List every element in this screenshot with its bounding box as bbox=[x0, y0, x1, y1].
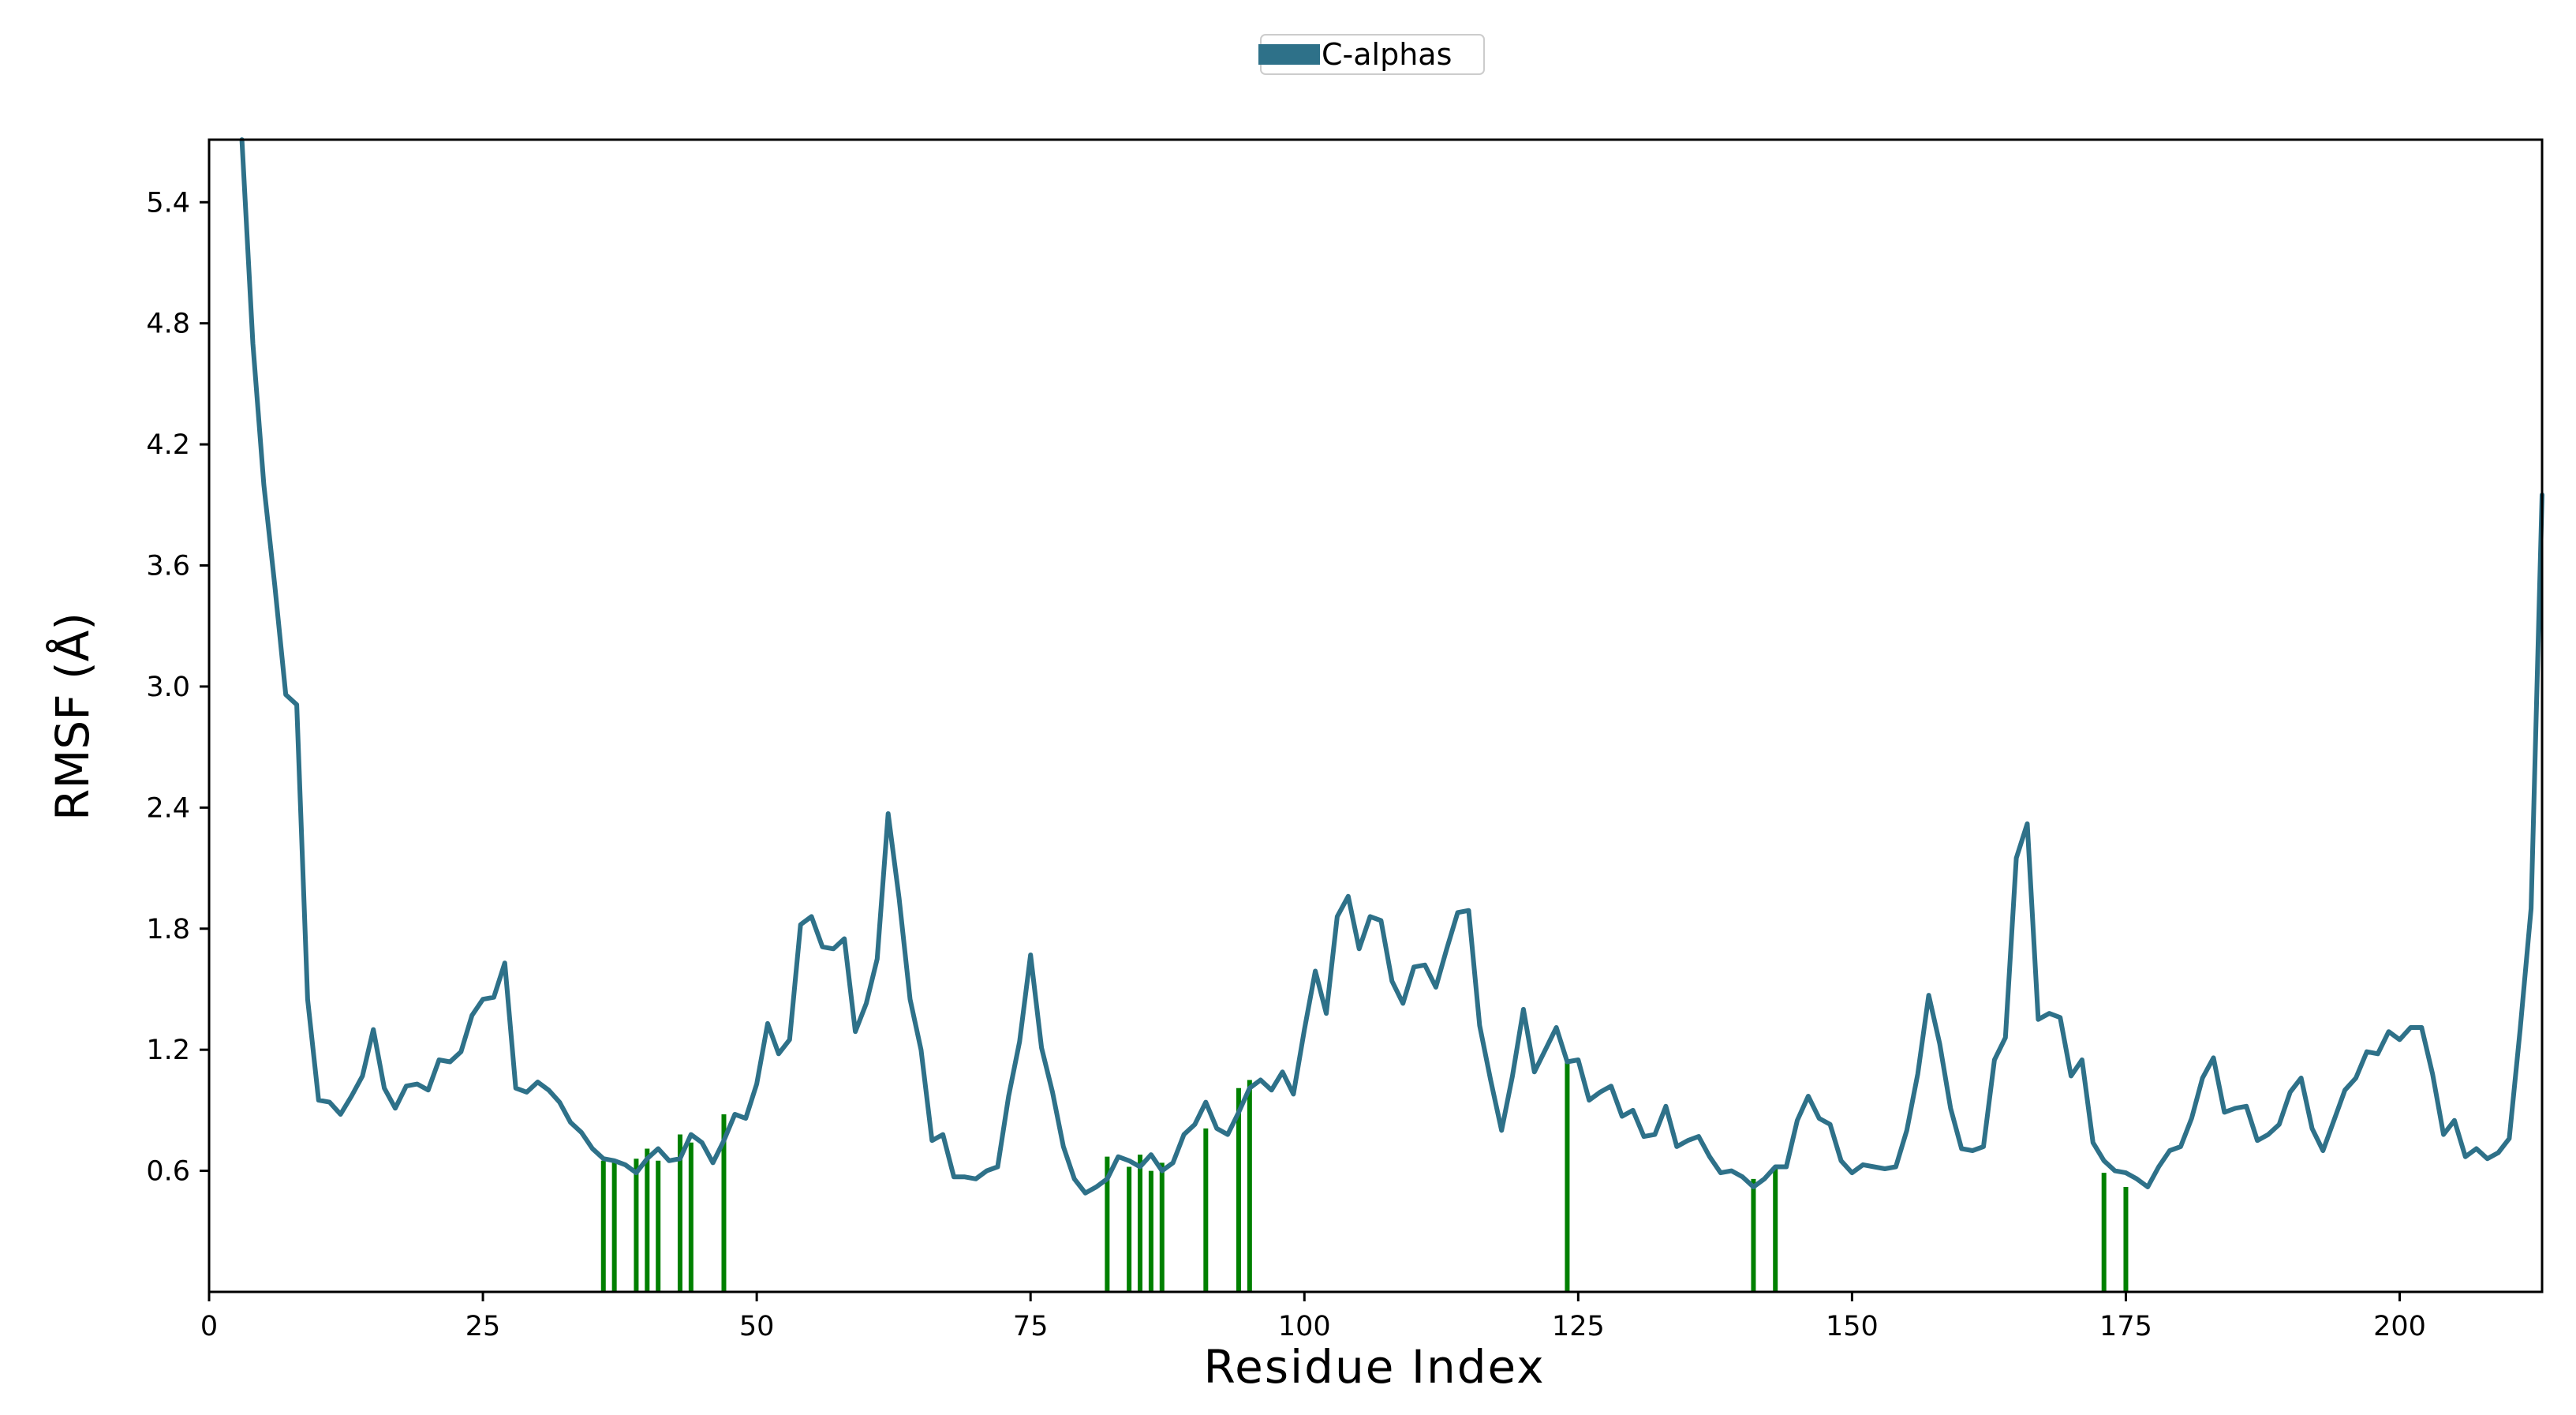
x-tick-label: 150 bbox=[1826, 1311, 1879, 1342]
y-tick-label: 0.6 bbox=[146, 1156, 190, 1188]
y-tick-label: 1.2 bbox=[146, 1035, 190, 1066]
legend-swatch bbox=[1258, 44, 1320, 65]
x-axis: 0 25 50 75 100 125 150 175 200 bbox=[200, 1292, 2426, 1342]
y-tick-label: 4.8 bbox=[146, 309, 190, 340]
x-tick-label: 50 bbox=[739, 1311, 775, 1342]
y-tick-label: 1.8 bbox=[146, 914, 190, 945]
legend: C-alphas bbox=[1258, 34, 1485, 75]
contact-bars bbox=[600, 1059, 2129, 1292]
y-axis: 0.6 1.2 1.8 2.4 3.0 3.6 4.2 4.8 5.4 bbox=[146, 187, 209, 1188]
rmsf-line bbox=[239, 137, 2544, 1196]
y-tick-label: 4.2 bbox=[146, 429, 190, 461]
x-tick-label: 75 bbox=[1013, 1311, 1049, 1342]
x-tick-label: 0 bbox=[200, 1311, 218, 1342]
x-tick-label: 175 bbox=[2099, 1311, 2152, 1342]
x-tick-label: 125 bbox=[1552, 1311, 1605, 1342]
legend-label: C-alphas bbox=[1322, 37, 1452, 72]
x-axis-title: Residue Index bbox=[1203, 1340, 1545, 1394]
rmsf-series bbox=[239, 137, 2544, 1196]
y-tick-label: 2.4 bbox=[146, 792, 190, 824]
y-tick-label: 3.6 bbox=[146, 551, 190, 582]
x-tick-label: 25 bbox=[465, 1311, 501, 1342]
x-tick-label: 200 bbox=[2373, 1311, 2426, 1342]
plot-frame bbox=[208, 138, 2544, 1293]
y-axis-title: RMSF (Å) bbox=[46, 612, 99, 821]
y-tick-label: 5.4 bbox=[146, 187, 190, 219]
x-tick-label: 100 bbox=[1278, 1311, 1331, 1342]
y-tick-label: 3.0 bbox=[146, 672, 190, 703]
